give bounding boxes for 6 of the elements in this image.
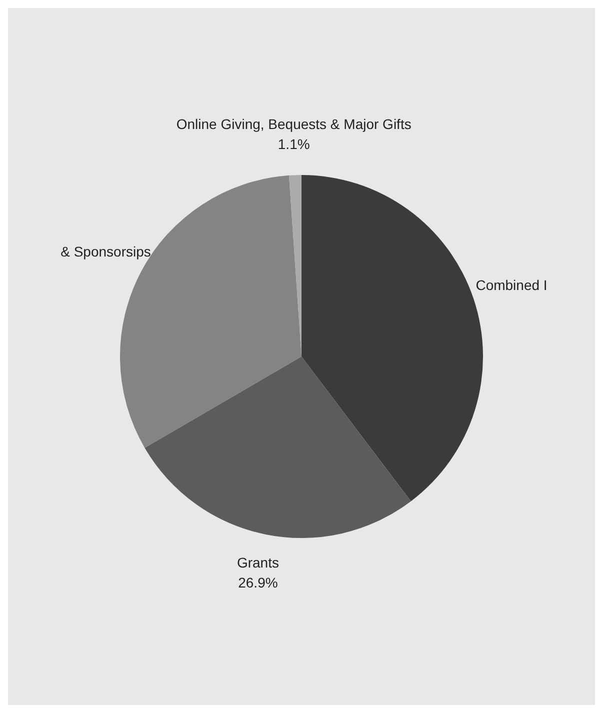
slice-label: & Sponsorsips (60, 244, 151, 260)
slice-label: Combined I (476, 276, 548, 293)
data-label: 1.1% (278, 136, 310, 152)
data-label: 26.9% (238, 574, 278, 591)
slice-label: Online Giving, Bequests & Major Gifts (176, 116, 412, 132)
slice-label: Grants (236, 554, 279, 571)
